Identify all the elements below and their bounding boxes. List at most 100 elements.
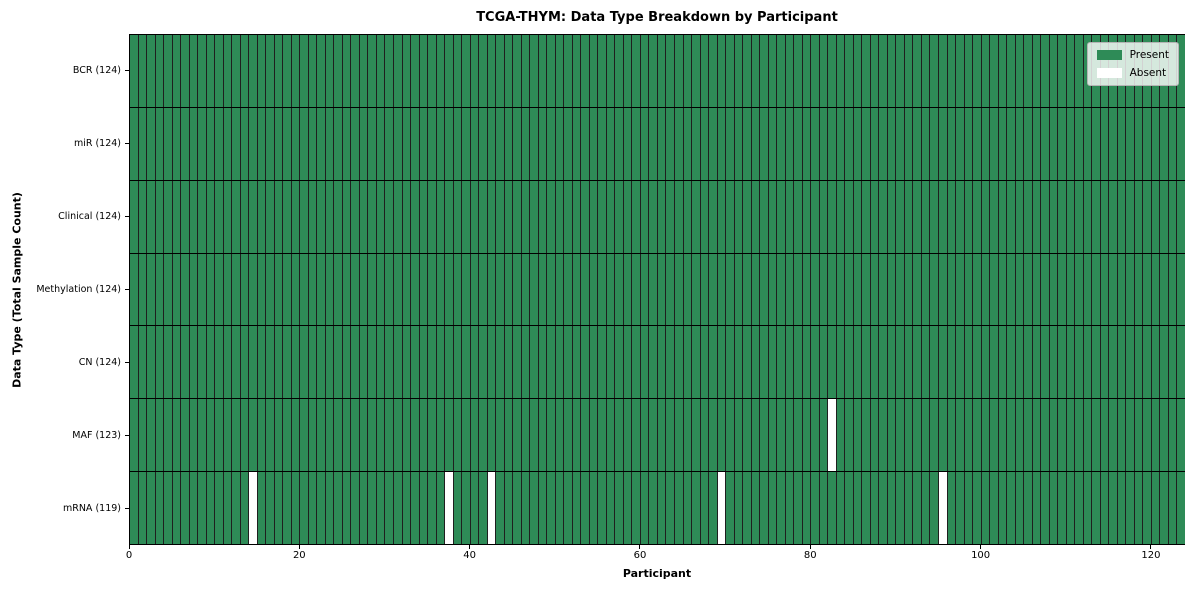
x-tick-60: [639, 545, 641, 549]
cell-present-mrna-96: [947, 472, 957, 545]
cell-present-mrna-56: [606, 472, 616, 545]
cell-present-mir-54: [589, 107, 599, 180]
x-tick-40: [469, 545, 471, 549]
cell-present-mrna-38: [453, 472, 463, 545]
cell-present-cn-112: [1083, 326, 1093, 399]
cell-present-clinical-108: [1049, 180, 1059, 253]
cell-present-clinical-75: [768, 180, 778, 253]
cell-present-mrna-65: [683, 472, 693, 545]
cell-present-methylation-21: [308, 253, 318, 326]
cell-present-cn-80: [811, 326, 820, 399]
cell-present-bcr-70: [726, 35, 735, 107]
cell-present-clinical-53: [581, 180, 590, 253]
cell-present-mrna-89: [887, 472, 897, 545]
cell-present-methylation-102: [998, 253, 1008, 326]
cell-present-clinical-97: [956, 180, 965, 253]
cell-present-bcr-96: [947, 35, 957, 107]
cell-present-bcr-47: [530, 35, 539, 107]
cell-present-mrna-3: [155, 472, 165, 545]
cell-present-mir-61: [649, 107, 658, 180]
cell-present-methylation-13: [240, 253, 250, 326]
cell-present-maf-67: [700, 399, 710, 472]
cell-present-methylation-6: [181, 253, 190, 326]
cell-present-methylation-99: [973, 253, 982, 326]
cell-present-mrna-94: [930, 472, 939, 545]
cell-present-methylation-89: [887, 253, 897, 326]
cell-present-methylation-31: [393, 253, 403, 326]
cell-present-clinical-74: [760, 180, 769, 253]
cell-present-mir-4: [164, 107, 173, 180]
cell-present-mir-90: [896, 107, 905, 180]
cell-present-mrna-83: [836, 472, 846, 545]
cell-present-cn-6: [181, 326, 190, 399]
cell-present-bcr-36: [436, 35, 446, 107]
cell-present-cn-45: [513, 326, 522, 399]
cell-present-methylation-57: [615, 253, 624, 326]
cell-present-mir-89: [887, 107, 897, 180]
cell-present-methylation-2: [147, 253, 156, 326]
cell-present-maf-63: [666, 399, 675, 472]
x-tick-120: [1150, 545, 1152, 549]
cell-present-methylation-9: [206, 253, 216, 326]
cell-present-methylation-114: [1100, 253, 1110, 326]
cell-present-mrna-44: [504, 472, 514, 545]
cell-present-mir-101: [990, 107, 999, 180]
cell-present-bcr-3: [155, 35, 165, 107]
cell-present-clinical-118: [1134, 180, 1144, 253]
cell-present-cn-32: [402, 326, 412, 399]
cell-present-mrna-78: [794, 472, 803, 545]
cell-present-clinical-69: [717, 180, 727, 253]
cell-present-mrna-86: [862, 472, 871, 545]
cell-present-clinical-33: [411, 180, 420, 253]
cell-present-maf-65: [683, 399, 693, 472]
cell-present-maf-31: [393, 399, 403, 472]
cell-present-mrna-117: [1126, 472, 1135, 545]
cell-present-clinical-90: [896, 180, 905, 253]
cell-present-cn-108: [1049, 326, 1059, 399]
cell-present-cn-55: [598, 326, 607, 399]
cell-present-maf-16: [266, 399, 275, 472]
cell-present-bcr-104: [1015, 35, 1025, 107]
cell-present-cn-39: [462, 326, 471, 399]
cell-present-maf-3: [155, 399, 165, 472]
heatmap-row-bcr: [130, 35, 1185, 108]
cell-present-maf-59: [632, 399, 641, 472]
cell-present-clinical-79: [802, 180, 812, 253]
cell-present-mrna-63: [666, 472, 675, 545]
cell-present-bcr-39: [462, 35, 471, 107]
cell-present-mrna-92: [913, 472, 922, 545]
cell-present-mrna-79: [802, 472, 812, 545]
cell-present-methylation-75: [768, 253, 778, 326]
cell-present-maf-49: [547, 399, 556, 472]
cell-present-bcr-28: [368, 35, 377, 107]
cell-present-cn-53: [581, 326, 590, 399]
cell-present-maf-5: [172, 399, 182, 472]
cell-present-methylation-91: [904, 253, 914, 326]
cell-present-mrna-67: [700, 472, 710, 545]
cell-present-mrna-81: [819, 472, 829, 545]
cell-present-mir-23: [325, 107, 335, 180]
cell-present-cn-91: [904, 326, 914, 399]
cell-present-cn-60: [640, 326, 650, 399]
cell-present-maf-68: [709, 399, 718, 472]
cell-present-mir-123: [1177, 107, 1185, 180]
cell-present-maf-4: [164, 399, 173, 472]
cell-present-clinical-13: [240, 180, 250, 253]
cell-present-mir-63: [666, 107, 675, 180]
cell-present-mir-64: [675, 107, 684, 180]
cell-present-maf-14: [249, 399, 258, 472]
cell-present-bcr-79: [802, 35, 812, 107]
cell-present-mir-113: [1092, 107, 1101, 180]
cell-present-mrna-115: [1109, 472, 1118, 545]
cell-absent-mrna-95: [938, 472, 948, 545]
cell-present-maf-8: [198, 399, 207, 472]
cell-present-mrna-121: [1160, 472, 1169, 545]
cell-present-cn-17: [274, 326, 284, 399]
cell-present-mrna-21: [308, 472, 318, 545]
cell-present-mrna-50: [555, 472, 565, 545]
cell-present-methylation-122: [1168, 253, 1178, 326]
cell-present-mrna-31: [393, 472, 403, 545]
cell-present-mrna-18: [283, 472, 292, 545]
cell-present-bcr-56: [606, 35, 616, 107]
cell-present-methylation-103: [1007, 253, 1016, 326]
